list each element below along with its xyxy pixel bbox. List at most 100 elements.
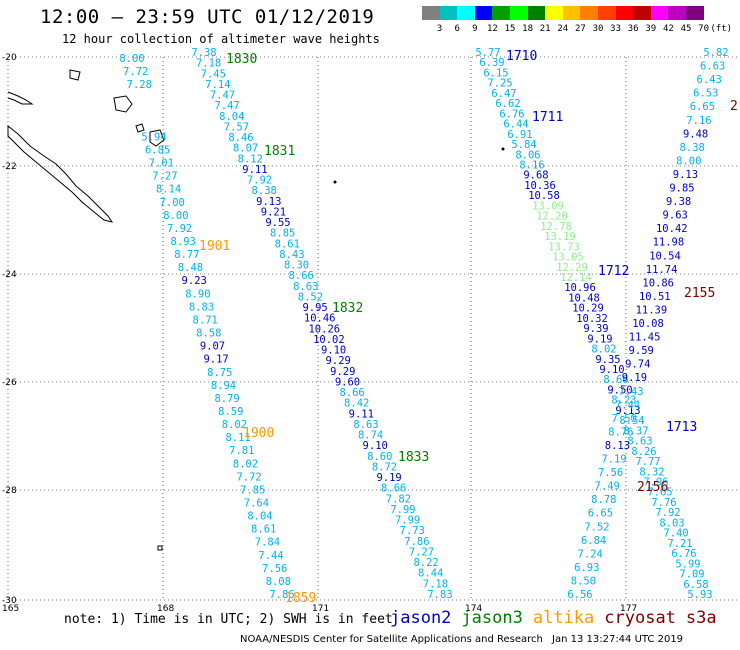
wave-height-value: 9.10 xyxy=(599,364,624,376)
longitude-label: 174 xyxy=(465,604,482,614)
wave-height-value: 8.61 xyxy=(251,524,276,536)
wave-height-value: 5.82 xyxy=(703,47,728,59)
wave-height-value: 10.54 xyxy=(649,250,681,262)
wave-height-value: 8.06 xyxy=(515,149,540,161)
latitude-label: -20 xyxy=(2,53,17,63)
wave-height-value: 9.55 xyxy=(265,217,290,229)
wave-height-value: 7.86 xyxy=(269,589,294,601)
wave-height-value: 7.82 xyxy=(386,493,411,505)
wave-height-value: 7.45 xyxy=(201,68,226,80)
longitude-label: 168 xyxy=(157,604,174,614)
island-outline xyxy=(135,123,145,133)
track-time-label: 2 xyxy=(730,99,738,114)
wave-height-value: 9.29 xyxy=(326,355,351,367)
track-time-label: 1832 xyxy=(332,301,363,316)
wave-height-value: 13.05 xyxy=(552,252,584,264)
track-labels: 1830 1831 1832 1833 1901 1900 1859 1710 1711 1712… xyxy=(199,49,738,606)
wave-height-value: 7.18 xyxy=(423,578,448,590)
altimeter-tracks: 8.007.727.285.946.857.017.278.147.008.00… xyxy=(119,47,728,601)
wave-height-value: 8.16 xyxy=(519,160,544,172)
wave-height-value: 5.77 xyxy=(475,47,500,59)
wave-height-value: 7.76 xyxy=(651,497,676,509)
legend-label: 3 xyxy=(436,24,443,34)
wave-height-value: 8.79 xyxy=(214,393,239,405)
wave-height-value: 8.93 xyxy=(171,236,196,248)
wave-height-value: 11.45 xyxy=(629,332,661,344)
wave-height-value: 11.74 xyxy=(646,264,678,276)
wave-height-value: 9.39 xyxy=(583,323,608,335)
wave-height-value: 8.66 xyxy=(381,483,406,495)
wave-height-value: 10.58 xyxy=(528,190,560,202)
wave-height-value: 7.52 xyxy=(584,521,609,533)
legend-label: 45 xyxy=(680,24,692,34)
wave-height-value: 6.85 xyxy=(145,145,170,157)
wave-height-value: 8.44 xyxy=(418,568,443,580)
wave-height-value: 8.02 xyxy=(233,458,258,470)
wave-height-value: 5.84 xyxy=(511,139,536,151)
track-time-label: 1900 xyxy=(243,426,274,441)
wave-height-value: 7.18 xyxy=(196,58,221,70)
wave-height-value: 10.51 xyxy=(639,291,671,303)
wave-height-value: 13.73 xyxy=(548,241,580,253)
wave-height-value: 8.66 xyxy=(603,374,628,386)
wave-height-value: 6.65 xyxy=(690,101,715,113)
wave-height-value: 6.58 xyxy=(683,579,708,591)
map-note: note: 1) Time is in UTC; 2) SWH is in fe… xyxy=(64,612,393,627)
generation-timestamp: Jan 13 13:27:44 UTC 2019 xyxy=(552,634,684,645)
wave-height-value: 7.47 xyxy=(214,100,239,112)
wave-height-value: 8.22 xyxy=(413,557,438,569)
wave-height-value: 7.72 xyxy=(236,471,261,483)
track-time-label: 1710 xyxy=(506,49,537,64)
satellite-name-altika: altika xyxy=(532,608,595,628)
wave-height-value: 7.24 xyxy=(578,548,603,560)
wave-height-value: 8.00 xyxy=(163,210,188,222)
wave-height-value: 9.13 xyxy=(673,169,698,181)
wave-height-value: 6.93 xyxy=(574,562,599,574)
wave-height-value: 8.76 xyxy=(608,426,633,438)
wave-height-value: 8.63 xyxy=(627,436,652,448)
wave-height-value: 8.72 xyxy=(372,462,397,474)
islet xyxy=(157,545,163,551)
wave-height-value: 8.85 xyxy=(270,228,295,240)
wave-height-value: 8.52 xyxy=(298,291,323,303)
wave-height-value: 8.66 xyxy=(289,270,314,282)
wave-height-value: 8.42 xyxy=(344,398,369,410)
track-time-label: 1831 xyxy=(264,144,295,159)
wave-height-value: 7.57 xyxy=(224,121,249,133)
legend-swatch xyxy=(615,6,634,20)
wave-height-value: 7.00 xyxy=(160,197,185,209)
latitude-label: -26 xyxy=(2,378,17,388)
wave-height-value: 7.14 xyxy=(205,79,230,91)
wave-height-value: 9.48 xyxy=(683,128,708,140)
wave-height-value: 7.73 xyxy=(400,525,425,537)
legend-swatch xyxy=(457,6,475,20)
track-time-label: 1712 xyxy=(598,264,629,279)
wave-height-value: 7.92 xyxy=(167,223,192,235)
wave-height-value: 8.63 xyxy=(353,419,378,431)
wave-height-value: 6.84 xyxy=(581,535,606,547)
satellite-name-s3a: s3a xyxy=(685,608,717,628)
wave-height-value: 12.14 xyxy=(560,272,592,284)
wave-height-value: 8.48 xyxy=(178,262,203,274)
wave-height-value: 8.11 xyxy=(225,432,250,444)
wave-height-value: 7.77 xyxy=(635,456,660,468)
wave-height-value: 5.99 xyxy=(675,558,700,570)
legend-swatch xyxy=(562,6,581,20)
wave-height-value: 7.56 xyxy=(262,563,287,575)
credit-line: NOAA/NESDIS Center for Satellite Applica… xyxy=(240,634,543,645)
wave-height-value: 8.59 xyxy=(218,406,243,418)
wave-height-value: 10.08 xyxy=(632,318,664,330)
wave-height-value: 8.63 xyxy=(293,281,318,293)
wave-height-value: 9.74 xyxy=(625,359,650,371)
wave-height-value: 6.76 xyxy=(671,548,696,560)
wave-height-value: 8.60 xyxy=(367,451,392,463)
wave-height-value: 8.75 xyxy=(207,367,232,379)
legend-swatch xyxy=(686,6,704,20)
wave-height-value: 9.11 xyxy=(349,408,374,420)
wave-height-value: 7.40 xyxy=(663,528,688,540)
wave-height-value: 7.38 xyxy=(191,47,216,59)
wave-height-value: 6.91 xyxy=(507,129,532,141)
wave-height-value: 9.17 xyxy=(203,354,228,366)
wave-height-value: 9.68 xyxy=(523,170,548,182)
